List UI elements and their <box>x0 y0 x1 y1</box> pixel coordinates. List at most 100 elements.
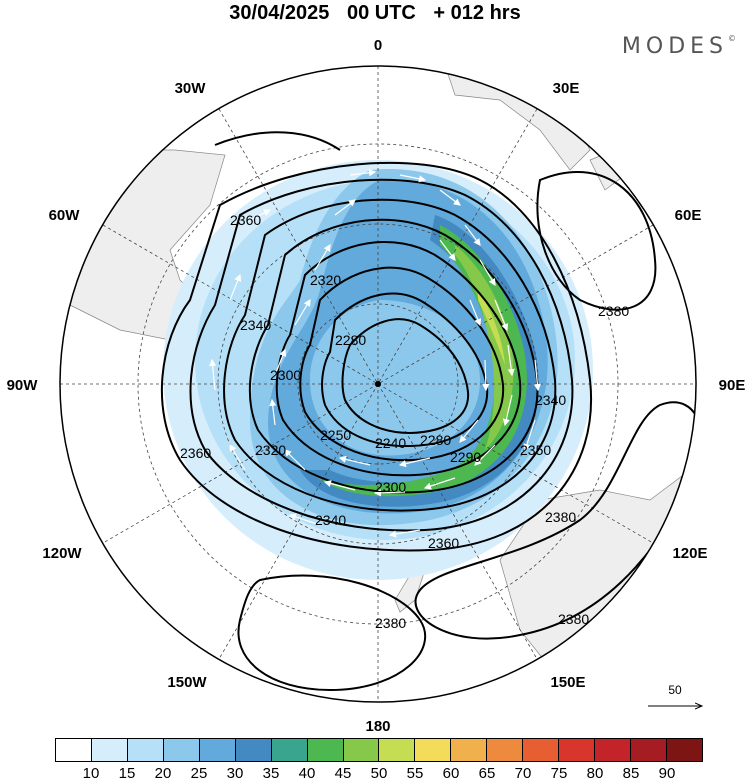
contour-line <box>299 266 505 462</box>
contour-label: 2250 <box>320 427 351 443</box>
wind-arrow <box>479 259 496 287</box>
wind-arrow <box>533 359 541 392</box>
brand-logo: MODES© <box>621 34 736 59</box>
wind-arrow <box>349 169 377 177</box>
contour-label: 2360 <box>428 535 459 551</box>
reference-vector-label: 50 <box>668 683 682 697</box>
color-scale-tick-label: 10 <box>82 765 100 782</box>
wind-arrow <box>249 209 272 221</box>
map-boundary <box>59 65 697 703</box>
contour-label: 2380 <box>375 615 406 631</box>
contour-label: 2350 <box>520 442 551 458</box>
wind-arrow <box>338 455 371 466</box>
wind-arrow <box>398 457 431 468</box>
contour-labels: 2360 2320 2340 2280 2300 2250 2240 2280 … <box>180 212 629 631</box>
forecast-lead: + 012 hrs <box>433 2 521 24</box>
lon-label-150e: 150E <box>550 674 585 691</box>
contour-label: 2280 <box>335 332 366 348</box>
contour-label: 2360 <box>230 212 261 228</box>
wind-arrow <box>507 344 515 377</box>
contour-line <box>237 574 427 692</box>
contour-line <box>214 131 341 151</box>
wind-arrow <box>474 444 496 466</box>
contour-label: 2380 <box>598 303 629 319</box>
color-scale-tick-label: 65 <box>478 765 496 782</box>
contour-label: 2360 <box>180 445 211 461</box>
wind-arrow <box>288 513 321 526</box>
wind-arrow <box>523 419 536 452</box>
wind-arrow <box>439 189 461 206</box>
contour-label: 2290 <box>450 449 481 465</box>
wind-shade-45 <box>318 225 527 497</box>
contour-label: 2340 <box>315 512 346 528</box>
wind-arrow <box>284 449 306 471</box>
meridian-line <box>218 108 538 660</box>
lon-label-120e: 120E <box>672 545 707 562</box>
color-swatch <box>379 739 416 761</box>
contour-label: 2380 <box>545 509 576 525</box>
color-swatch <box>559 739 596 761</box>
color-swatch <box>127 739 164 761</box>
contour-label: 2300 <box>375 479 406 495</box>
map-title: 30/04/2025 00 UTC + 012 hrs <box>0 2 750 25</box>
color-scale-tick-label: 45 <box>334 765 352 782</box>
wind-arrow <box>388 529 421 538</box>
color-swatch <box>415 739 452 761</box>
color-scale-tick-label: 15 <box>118 765 136 782</box>
contour-label: 2240 <box>375 435 406 451</box>
wind-arrow <box>314 243 331 271</box>
lon-label-90w: 90W <box>7 377 39 394</box>
map-content: 2360 2320 2340 2280 2300 2250 2240 2280 … <box>60 66 696 702</box>
contour-label: 2380 <box>558 611 589 627</box>
color-scale-tick-label: 35 <box>262 765 280 782</box>
meridian-line <box>218 108 538 660</box>
color-swatch <box>235 739 272 761</box>
valid-time: 00 UTC <box>346 2 416 24</box>
contour-label: 2320 <box>255 442 286 458</box>
wind-arrow <box>482 359 490 392</box>
wind-arrow <box>269 398 277 426</box>
wind-arrow <box>294 298 311 326</box>
wind-arrow <box>439 239 456 261</box>
contour-label: 2320 <box>310 272 341 288</box>
lon-label-150w: 150W <box>167 674 207 691</box>
new-zealand-land <box>394 569 426 613</box>
color-scale-tick-label: 50 <box>370 765 388 782</box>
color-scale-tick-label: 55 <box>406 765 424 782</box>
color-scale-tick-label: 75 <box>550 765 568 782</box>
contour-label: 2300 <box>270 367 301 383</box>
polar-map: 2360 2320 2340 2280 2300 2250 2240 2280 … <box>7 37 746 735</box>
contour-line <box>275 240 522 477</box>
color-swatch <box>91 739 128 761</box>
south-pole-marker <box>375 381 381 387</box>
wind-arrow <box>464 224 481 246</box>
color-swatch <box>307 739 344 761</box>
color-swatch <box>343 739 380 761</box>
color-scale-tick-label: 30 <box>226 765 244 782</box>
contour-label: 2340 <box>535 392 566 408</box>
wind-arrow <box>502 394 513 427</box>
wind-shade-55 <box>478 290 505 365</box>
lon-label-60e: 60E <box>675 207 702 224</box>
wind-arrow <box>494 299 509 332</box>
color-scale-tick-label: 25 <box>190 765 208 782</box>
contour-line <box>536 171 657 311</box>
color-scale-tick-label: 80 <box>586 765 604 782</box>
wind-shade-50 <box>455 245 514 450</box>
contour-line <box>189 178 574 532</box>
wind-arrow <box>323 480 356 491</box>
contour-line <box>248 218 539 494</box>
color-swatch <box>631 739 667 761</box>
color-swatch <box>523 739 560 761</box>
color-scale-bar <box>55 738 703 762</box>
lon-label-60w: 60W <box>49 207 81 224</box>
lon-label-90e: 90E <box>719 377 746 394</box>
wind-arrow <box>399 174 427 183</box>
color-swatch <box>199 739 236 761</box>
color-scale-ticks: 10 15 20 25 30 35 40 45 50 55 60 65 70 75 80 85 90 <box>55 765 703 782</box>
color-scale-tick-label: 40 <box>298 765 316 782</box>
wind-arrow <box>469 299 482 327</box>
color-swatch <box>595 739 631 761</box>
wind-arrow <box>459 419 479 443</box>
color-swatch <box>666 739 702 761</box>
